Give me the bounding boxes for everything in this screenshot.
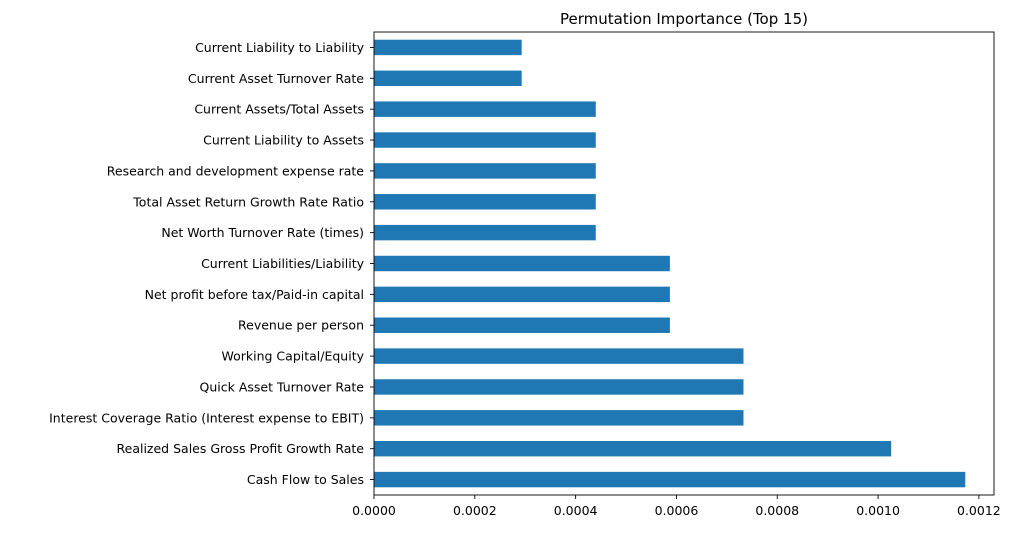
chart-title: Permutation Importance (Top 15) <box>560 10 808 28</box>
category-label: Net profit before tax/Paid-in capital <box>145 287 364 302</box>
bar <box>374 286 670 303</box>
x-tick-label: 0.0004 <box>554 503 598 518</box>
x-tick-label: 0.0012 <box>957 503 1001 518</box>
x-tick-label: 0.0000 <box>352 503 396 518</box>
bar <box>374 440 892 457</box>
category-label: Current Assets/Total Assets <box>194 102 364 117</box>
category-label: Current Asset Turnover Rate <box>188 71 364 86</box>
bar <box>374 163 596 179</box>
bar <box>374 379 744 395</box>
category-label: Total Asset Return Growth Rate Ratio <box>132 194 364 209</box>
x-tick-label: 0.0010 <box>856 503 900 518</box>
category-label: Research and development expense rate <box>107 163 365 178</box>
bar <box>374 348 744 364</box>
bar <box>374 471 966 488</box>
bar <box>374 224 596 241</box>
category-label: Realized Sales Gross Profit Growth Rate <box>117 441 365 456</box>
plot-frame <box>373 31 995 496</box>
bar <box>374 70 522 87</box>
x-tick-label: 0.0002 <box>453 503 497 518</box>
category-label: Current Liabilities/Liability <box>201 256 365 271</box>
x-tick-label: 0.0008 <box>755 503 799 518</box>
bar <box>374 255 670 272</box>
bars-group <box>374 39 966 488</box>
bar <box>374 132 596 148</box>
category-label: Net Worth Turnover Rate (times) <box>161 225 364 240</box>
category-label: Quick Asset Turnover Rate <box>200 379 365 394</box>
category-label: Interest Coverage Ratio (Interest expens… <box>49 410 364 425</box>
bar <box>374 39 522 56</box>
x-tick-label: 0.0006 <box>655 503 699 518</box>
category-labels: Current Liability to Liability Current As… <box>49 40 374 487</box>
category-label: Cash Flow to Sales <box>247 472 364 487</box>
category-label: Current Liability to Liability <box>195 40 365 55</box>
category-label: Revenue per person <box>238 318 364 333</box>
x-axis-ticks: 0.0000 0.0002 0.0004 0.0006 0.0008 0.0010 0.00… <box>352 495 1001 518</box>
bar <box>374 101 596 117</box>
category-label: Current Liability to Assets <box>203 133 364 148</box>
category-label: Working Capital/Equity <box>221 349 364 364</box>
bar <box>374 410 744 426</box>
bar <box>374 317 670 333</box>
bar <box>374 194 596 210</box>
